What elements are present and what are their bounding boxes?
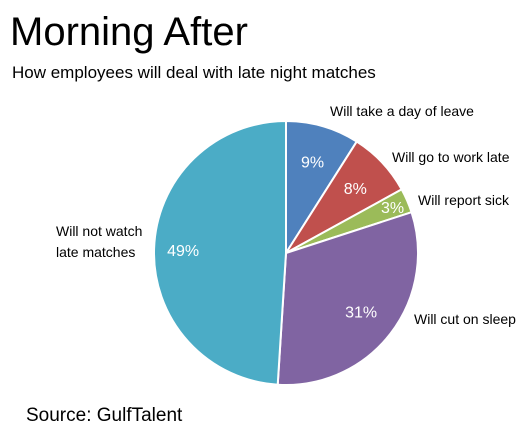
value-label-will-cut-on-sleep: 31%	[345, 304, 377, 321]
pie-slice-will-not-watch-late-matches	[152, 119, 287, 386]
value-label-will-not-watch-late-matches: 49%	[167, 243, 199, 260]
category-label-will-not-watch-late-matches: Will not watch late matches	[56, 223, 142, 260]
chart-title: Morning After	[10, 10, 248, 54]
source-note: Source: GulfTalent	[26, 405, 183, 426]
category-label-will-take-a-day-of-leave: Will take a day of leave	[330, 103, 474, 119]
category-label-will-go-to-work-late: Will go to work late	[392, 149, 510, 165]
value-label-will-report-sick: 3%	[381, 200, 404, 217]
value-label-will-take-a-day-of-leave: 9%	[301, 155, 324, 172]
pie-slice-will-cut-on-sleep	[276, 210, 419, 386]
category-label-will-report-sick: Will report sick	[418, 192, 510, 208]
category-label-will-cut-on-sleep: Will cut on sleep	[414, 311, 516, 327]
chart-subtitle: How employees will deal with late night …	[12, 63, 376, 82]
value-label-will-go-to-work-late: 8%	[344, 181, 367, 198]
